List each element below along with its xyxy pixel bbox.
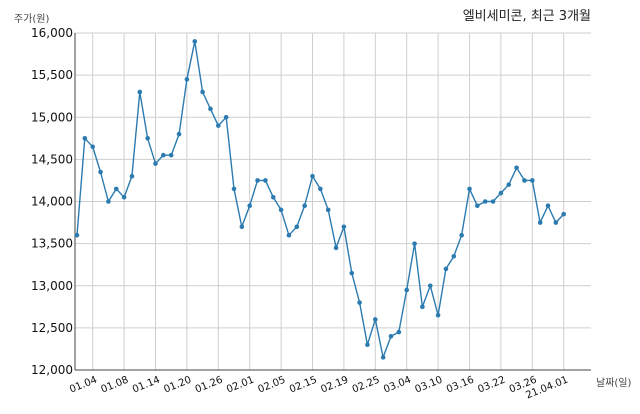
x-tick-label: 03.04 xyxy=(382,375,413,396)
y-tick-label: 15,500 xyxy=(31,68,73,82)
data-point xyxy=(161,152,166,158)
y-tick-labels: 12,000 12,500 13,000 13,500 14,000 14,500 15,0… xyxy=(31,26,73,377)
x-tick-label: 03.16 xyxy=(445,375,476,396)
data-point xyxy=(373,317,378,322)
data-point xyxy=(443,266,449,272)
data-point xyxy=(365,342,370,348)
data-point xyxy=(561,211,566,217)
data-point xyxy=(113,186,119,192)
data-point xyxy=(90,144,95,150)
data-point xyxy=(82,136,88,141)
x-axis-label: 날짜(일) xyxy=(596,377,632,389)
data-point xyxy=(270,194,276,200)
price-series xyxy=(74,39,566,360)
y-tick-label: 12,500 xyxy=(31,321,73,335)
grid-layer xyxy=(75,32,591,371)
x-tick-label: 01.08 xyxy=(100,375,131,396)
data-point xyxy=(380,355,386,360)
x-tick-label: 03.22 xyxy=(476,375,507,396)
data-point xyxy=(482,199,488,204)
data-point xyxy=(184,77,190,82)
x-tick-label: 02.19 xyxy=(319,375,350,396)
data-point xyxy=(467,186,472,192)
y-tick-label: 12,000 xyxy=(31,363,73,377)
data-point xyxy=(420,304,425,310)
x-tick-label: 02.01 xyxy=(225,375,256,396)
y-tick-label: 13,500 xyxy=(31,237,73,251)
data-point xyxy=(514,165,519,171)
data-point xyxy=(231,186,237,192)
y-tick-label: 14,500 xyxy=(31,152,73,166)
data-point xyxy=(333,245,339,251)
data-point xyxy=(239,224,245,230)
data-point xyxy=(357,300,362,305)
data-point xyxy=(396,329,402,335)
data-point xyxy=(388,334,394,339)
data-point xyxy=(74,232,80,238)
data-point xyxy=(145,136,150,141)
data-point xyxy=(427,283,433,289)
data-point xyxy=(168,152,174,158)
data-point xyxy=(349,270,355,276)
y-tick-label: 13,000 xyxy=(31,279,73,293)
data-point xyxy=(498,190,504,196)
x-tick-label: 02.05 xyxy=(257,375,288,396)
data-point xyxy=(325,207,331,213)
data-point xyxy=(451,253,457,259)
x-tick-label: 02.15 xyxy=(288,375,319,396)
data-point xyxy=(537,220,543,225)
data-point xyxy=(208,106,213,112)
series-line xyxy=(76,40,565,359)
x-tick-labels: 01.04 01.08 01.14 01.20 01.26 02.01 02.05 02.15… xyxy=(68,375,570,402)
data-point xyxy=(223,114,229,120)
data-point xyxy=(121,194,127,200)
data-point xyxy=(522,178,527,183)
x-tick-label: 01.20 xyxy=(162,375,193,396)
data-point xyxy=(286,232,292,238)
data-point xyxy=(318,186,323,192)
chart-title: 엘비세미콘, 최근 3개월 xyxy=(463,9,591,24)
x-tick-label: 03.10 xyxy=(414,375,445,396)
data-point xyxy=(475,203,480,209)
data-point xyxy=(216,123,221,128)
data-point xyxy=(302,203,307,209)
data-point xyxy=(545,203,551,209)
data-point xyxy=(176,131,182,137)
data-point xyxy=(530,178,535,183)
data-point xyxy=(278,207,284,213)
data-point xyxy=(553,220,559,225)
data-point xyxy=(255,178,260,183)
data-point xyxy=(412,241,417,246)
x-tick-label: 01.26 xyxy=(194,375,225,396)
data-point xyxy=(310,173,315,179)
data-point xyxy=(247,203,252,209)
data-point xyxy=(106,199,111,204)
x-tick-label: 02.25 xyxy=(351,375,382,396)
x-tick-label: 01.14 xyxy=(131,375,162,396)
data-point xyxy=(294,224,300,230)
data-point xyxy=(506,182,512,187)
data-point xyxy=(459,232,464,238)
y-tick-label: 14,000 xyxy=(31,195,73,209)
data-point xyxy=(192,39,198,44)
data-point xyxy=(137,89,143,95)
data-point xyxy=(129,173,135,179)
data-point xyxy=(404,287,410,293)
y-tick-label: 15,000 xyxy=(31,110,73,124)
data-point xyxy=(263,178,268,183)
axis-layer xyxy=(74,33,591,371)
x-tick-label: 01.04 xyxy=(68,375,99,396)
data-point xyxy=(435,312,441,318)
data-point xyxy=(153,161,158,166)
y-axis-label: 주가(원) xyxy=(14,13,50,25)
y-tick-label: 16,000 xyxy=(31,26,73,40)
data-point xyxy=(200,89,205,95)
data-point xyxy=(341,224,347,230)
data-point xyxy=(98,169,103,175)
data-point xyxy=(490,199,496,204)
